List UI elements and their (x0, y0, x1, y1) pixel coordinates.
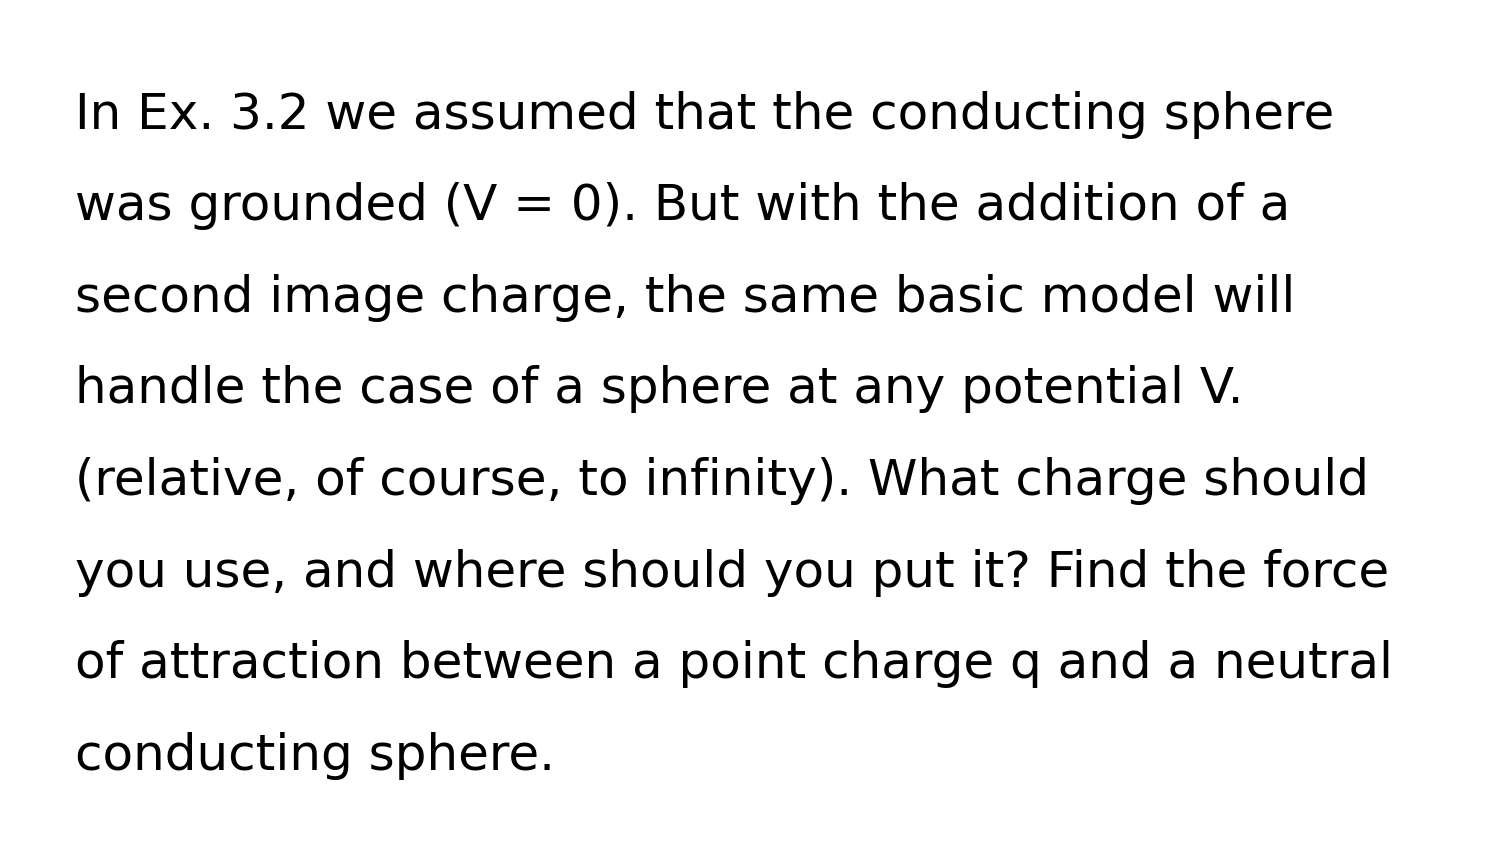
Text: In Ex. 3.2 we assumed that the conducting sphere: In Ex. 3.2 we assumed that the conductin… (75, 91, 1335, 139)
Text: you use, and where should you put it? Find the force: you use, and where should you put it? Fi… (75, 549, 1389, 597)
Text: handle the case of a sphere at any potential V.: handle the case of a sphere at any poten… (75, 365, 1243, 414)
Text: (relative, of course, to infinity). What charge should: (relative, of course, to infinity). What… (75, 457, 1370, 505)
Text: was grounded (V = 0). But with the addition of a: was grounded (V = 0). But with the addit… (75, 182, 1290, 231)
Text: of attraction between a point charge q and a neutral: of attraction between a point charge q a… (75, 640, 1394, 689)
Text: second image charge, the same basic model will: second image charge, the same basic mode… (75, 274, 1296, 322)
Text: conducting sphere.: conducting sphere. (75, 732, 555, 780)
